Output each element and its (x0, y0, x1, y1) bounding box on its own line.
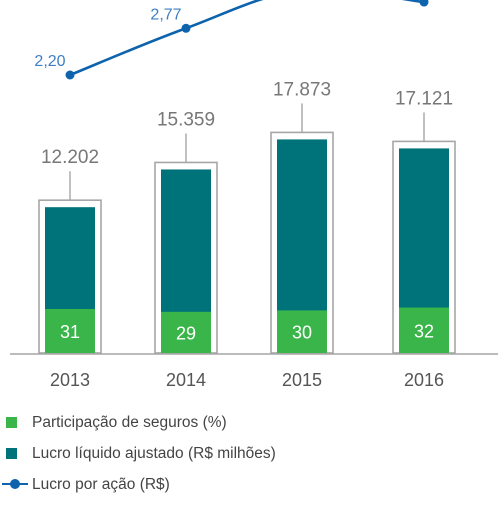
legend-line-icon-earnings-per-share (2, 479, 28, 489)
data-label-insurance-share-2014: 29 (176, 323, 196, 343)
bar-insurance-share-2014 (161, 311, 211, 353)
bar-insurance-share-2013 (45, 308, 95, 353)
x-tick-label-2013: 2013 (50, 370, 90, 390)
bars-layer: 31 12.202 2013 29 15.359 2014 30 17.873 2015 32 17… (38, 79, 456, 390)
legend-item-insurance-share: Participação de seguros (%) (6, 414, 496, 445)
legend-label-insurance-share: Participação de seguros (%) (32, 414, 227, 431)
data-label-insurance-share-2016: 32 (414, 321, 434, 341)
x-tick-label-2016: 2016 (404, 370, 444, 390)
data-label-adjusted-net-income-2016: 17.121 (395, 88, 453, 109)
legend-label-earnings-per-share: Lucro por ação (R$) (32, 476, 170, 493)
legend-item-earnings-per-share: Lucro por ação (R$) (2, 476, 496, 507)
legend-label-adjusted-net-income: Lucro líquido ajustado (R$ milhões) (32, 445, 276, 462)
data-label-adjusted-net-income-2015: 17.873 (273, 79, 331, 100)
point-earnings-per-share-2016 (419, 0, 429, 7)
data-label-insurance-share-2015: 30 (292, 323, 312, 343)
legend-item-adjusted-net-income: Lucro líquido ajustado (R$ milhões) (6, 445, 496, 476)
legend-swatch-insurance-share (6, 417, 17, 428)
point-earnings-per-share-2014 (181, 23, 191, 33)
data-label-adjusted-net-income-2014: 15.359 (157, 109, 215, 130)
bar-insurance-share-2016 (399, 307, 449, 353)
chart-canvas: 31 12.202 2013 29 15.359 2014 30 17.873 2015 32 17… (10, 0, 498, 390)
point-earnings-per-share-2013 (65, 70, 75, 80)
data-label-earnings-per-share-2013: 2,20 (34, 53, 65, 70)
legend: Participação de seguros (%) Lucro líquid… (2, 414, 496, 507)
x-tick-label-2015: 2015 (282, 370, 322, 390)
data-label-adjusted-net-income-2013: 12.202 (41, 147, 99, 168)
line-earnings-per-share (69, 0, 425, 77)
x-tick-label-2014: 2014 (166, 370, 206, 390)
line-layer: 2,202,773,233,09 (34, 0, 429, 80)
data-label-insurance-share-2013: 31 (60, 322, 80, 342)
data-label-earnings-per-share-2014: 2,77 (150, 6, 181, 23)
legend-swatch-adjusted-net-income (6, 448, 17, 459)
bar-insurance-share-2015 (277, 310, 327, 353)
